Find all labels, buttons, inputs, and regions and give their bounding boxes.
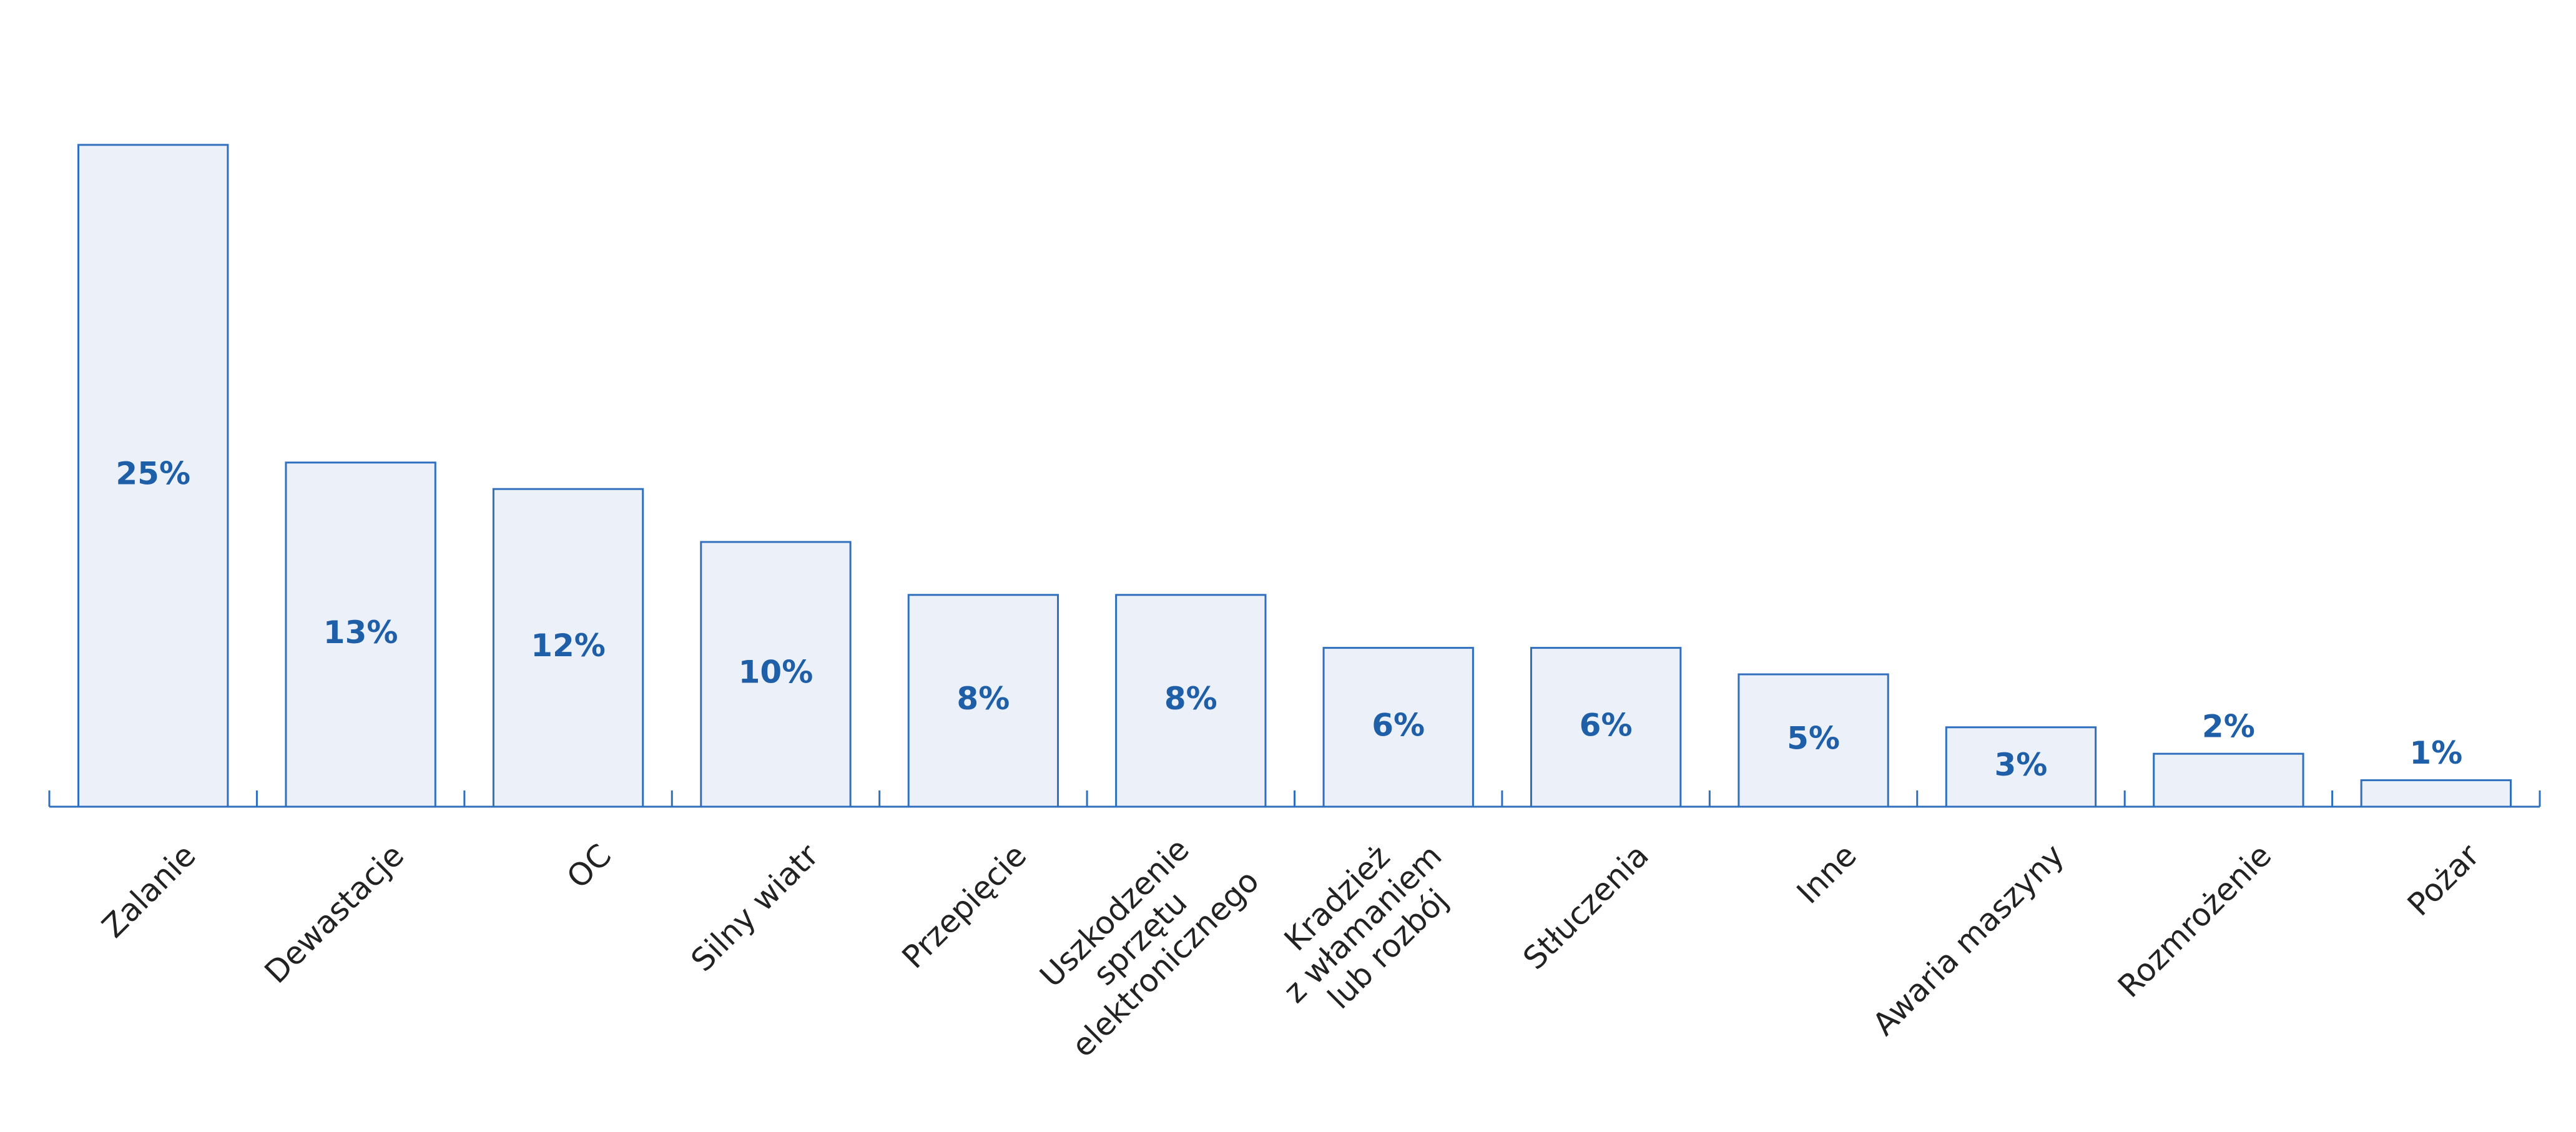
value-label: 3% bbox=[1995, 747, 2048, 783]
bar bbox=[2360, 779, 2512, 808]
bar bbox=[2153, 752, 2304, 808]
bar bbox=[907, 594, 1059, 808]
bar bbox=[1738, 673, 1889, 808]
value-label: 10% bbox=[739, 654, 814, 691]
bar bbox=[77, 144, 229, 808]
bar bbox=[700, 541, 852, 808]
value-label: 6% bbox=[1580, 707, 1633, 743]
value-label: 12% bbox=[531, 628, 606, 664]
bar bbox=[1322, 647, 1474, 808]
value-label: 6% bbox=[1372, 707, 1425, 743]
bar bbox=[1530, 647, 1682, 808]
bar bbox=[1945, 726, 2097, 808]
bar bbox=[492, 488, 644, 808]
value-label: 25% bbox=[116, 456, 190, 492]
bar bbox=[285, 461, 436, 808]
bar bbox=[1115, 594, 1267, 808]
value-label: 5% bbox=[1787, 721, 1840, 757]
value-label: 1% bbox=[2409, 735, 2462, 771]
value-label: 13% bbox=[323, 614, 398, 651]
value-label: 8% bbox=[1164, 681, 1217, 717]
value-label: 2% bbox=[2202, 709, 2255, 745]
value-label: 8% bbox=[956, 681, 1010, 717]
